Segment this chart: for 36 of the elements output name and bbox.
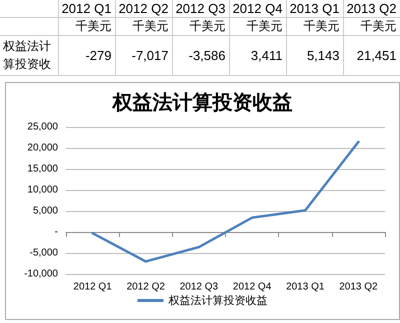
data-label: -279: [58, 35, 115, 75]
x-tick-label: 2012 Q1: [73, 281, 112, 292]
category-label: 2012 Q4: [232, 0, 282, 16]
y-tick-label: 10,000: [27, 184, 58, 195]
text: 千美元: [115, 17, 172, 35]
category-label: 2012 Q1: [62, 0, 112, 16]
x-tick-label: 2012 Q4: [232, 281, 272, 292]
y-tick-label: -: [54, 226, 58, 237]
x-tick-label: 2013 Q2: [339, 281, 378, 292]
data-label: 21,451: [343, 35, 400, 75]
category-label: 2013 Q1: [290, 0, 340, 16]
y-tick-label: 15,000: [27, 163, 58, 174]
x-tick-label: 2012 Q2: [126, 281, 166, 292]
x-tick-label: 2013 Q1: [286, 281, 325, 292]
x-tick-label: 2012 Q3: [180, 281, 219, 292]
y-tick-label: 20,000: [27, 142, 58, 153]
data-label: 5,143: [286, 35, 343, 75]
line-series: [91, 140, 360, 262]
y-tick-label: 5,000: [32, 205, 58, 216]
legend-label: 权益法计算投资收益: [168, 294, 268, 306]
text: 千美元: [286, 17, 343, 35]
y-tick-label: 25,000: [27, 121, 58, 132]
text: 千美元: [172, 17, 229, 35]
text: 权益法计算投资收: [0, 35, 58, 75]
y-tick-label: -5,000: [30, 247, 58, 258]
text: 千美元: [58, 17, 115, 35]
category-label: 2012 Q3: [176, 0, 226, 16]
text: 千美元: [229, 17, 286, 35]
chart-title: 权益法计算投资收益: [112, 90, 292, 114]
category-label: 2013 Q2: [346, 0, 396, 16]
data-label: -3,586: [172, 35, 229, 75]
data-label: 3,411: [229, 35, 286, 75]
data-label: -7,017: [115, 35, 172, 75]
y-tick-label: -10,000: [24, 268, 58, 279]
text: 千美元: [343, 17, 400, 35]
category-label: 2012 Q2: [118, 0, 168, 16]
